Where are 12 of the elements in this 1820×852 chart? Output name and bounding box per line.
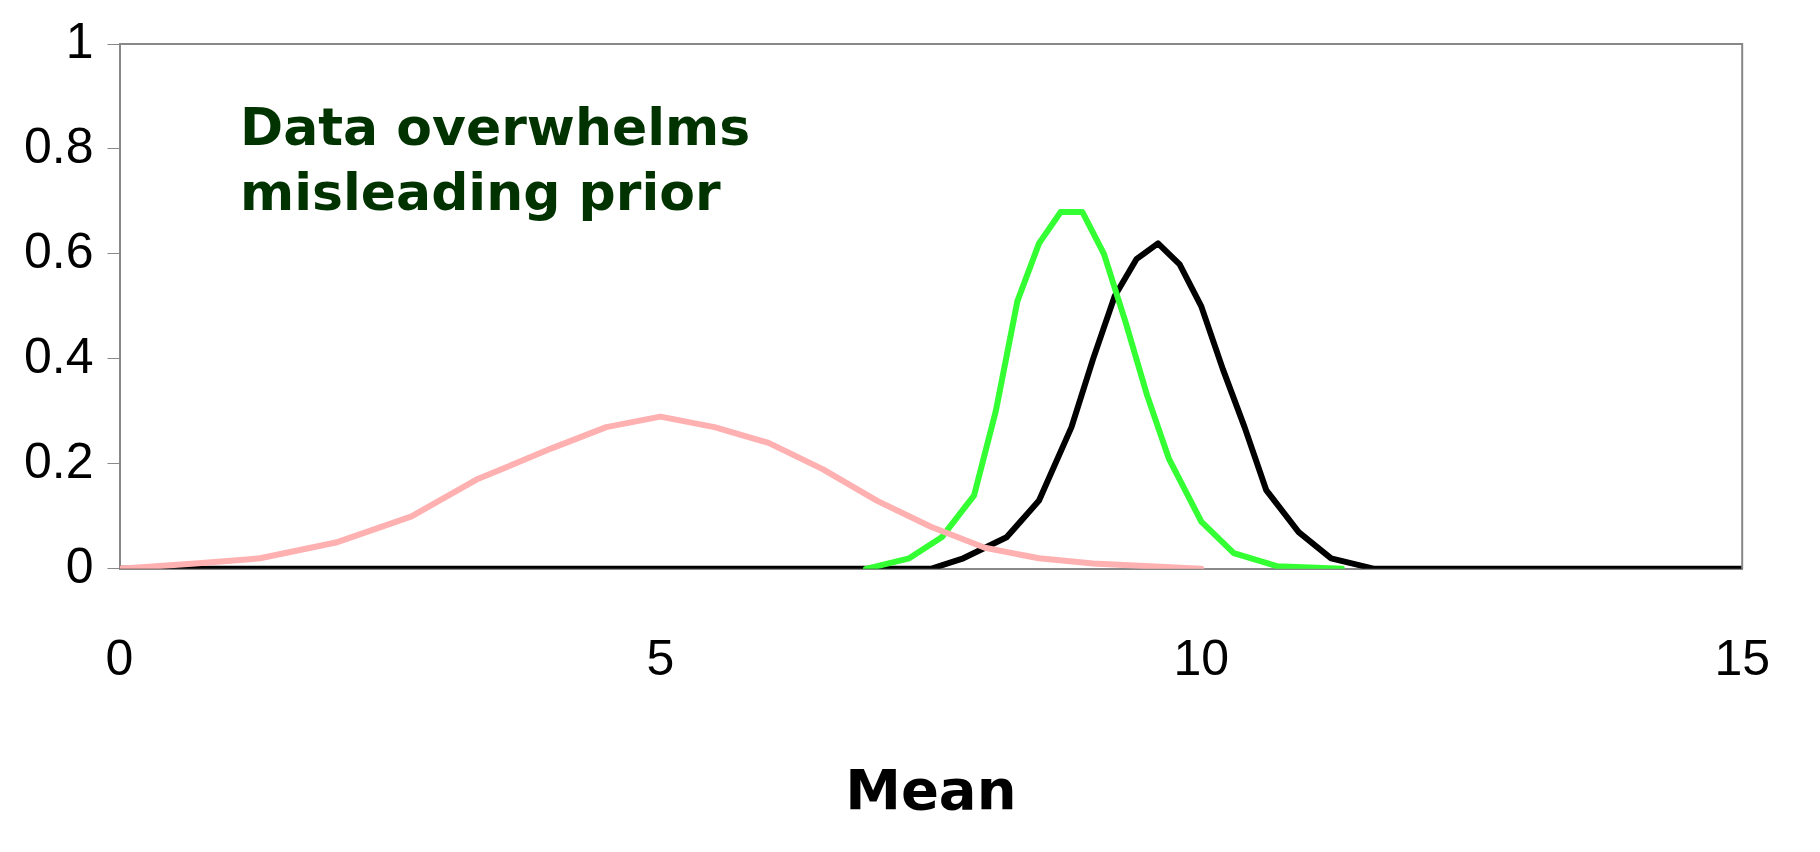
x-tick-label: 15: [1714, 629, 1770, 686]
x-tick-label: 10: [1173, 629, 1230, 686]
x-axis-title: Mean: [845, 756, 1017, 822]
y-tick-label: 0.4: [23, 327, 94, 384]
y-tick-label: 0.2: [23, 432, 94, 489]
y-tick-label: 0.8: [23, 117, 94, 174]
annotation: Data overwhelms misleading prior: [240, 96, 751, 224]
y-tick-label: 0: [65, 537, 94, 594]
x-tick-label: 0: [105, 629, 134, 686]
x-tick-label: 5: [646, 629, 675, 686]
y-tick-label: 1: [65, 12, 94, 69]
y-tick-label: 0.6: [23, 222, 94, 279]
